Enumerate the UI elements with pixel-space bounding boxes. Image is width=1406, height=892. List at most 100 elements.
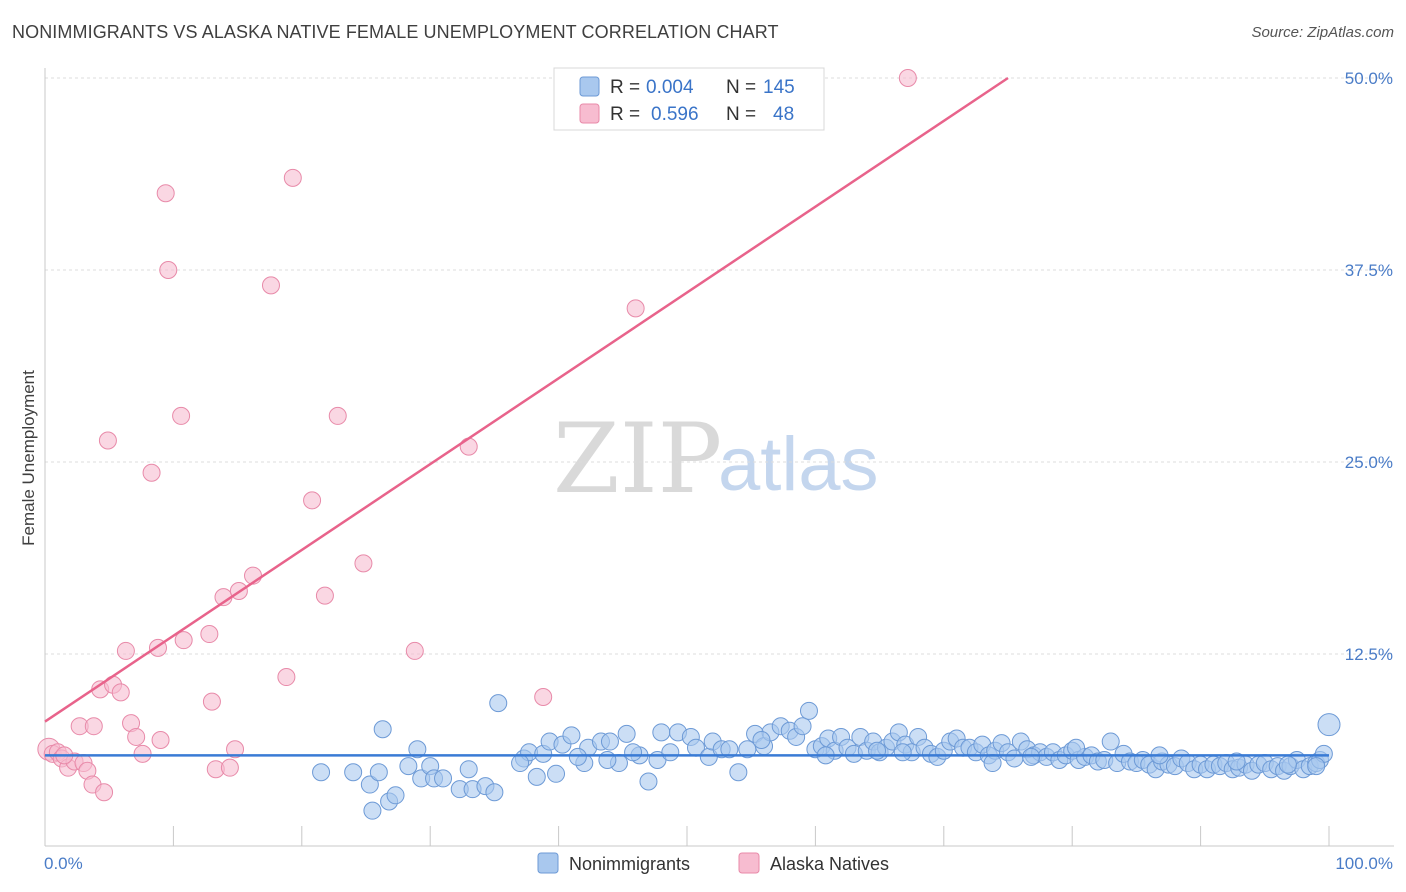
legend-n-label-1: N = xyxy=(726,77,756,98)
scatter-point xyxy=(626,299,645,318)
scatter-point xyxy=(386,786,405,805)
scatter-point xyxy=(489,694,508,713)
scatter-point xyxy=(408,740,427,759)
scatter-point xyxy=(1307,757,1326,776)
legend-r-label-1: R = xyxy=(610,77,640,98)
scatter-point xyxy=(312,763,331,782)
bottom-legend-swatch-alaska-natives xyxy=(738,852,760,874)
scatter-point xyxy=(261,276,280,295)
scatter-point xyxy=(133,744,152,763)
y-tick-label: 50.0% xyxy=(1345,69,1393,88)
scatter-point xyxy=(434,769,453,788)
scatter-point xyxy=(799,701,818,720)
y-tick-label: 25.0% xyxy=(1345,453,1393,472)
watermark-atlas: atlas xyxy=(718,422,879,507)
scatter-point xyxy=(720,740,739,759)
scatter-point xyxy=(95,783,114,802)
scatter-point xyxy=(752,731,771,750)
scatter-point xyxy=(116,641,135,660)
trend-line-alaska-natives xyxy=(44,76,1009,723)
scatter-point xyxy=(220,758,239,777)
scatter-point xyxy=(226,740,245,759)
scatter-point xyxy=(399,757,418,776)
scatter-point xyxy=(485,783,504,802)
bottom-legend-swatch-nonimmigrants xyxy=(537,852,559,874)
scatter-point xyxy=(1317,713,1341,737)
scatter-point xyxy=(1067,738,1086,757)
scatter-point xyxy=(303,491,322,510)
scatter-point xyxy=(1101,732,1120,751)
scatter-point xyxy=(898,69,917,87)
scatter-point xyxy=(459,760,478,779)
scatter-point xyxy=(598,750,617,769)
scatter-point xyxy=(868,741,887,760)
scatter-point xyxy=(568,747,587,766)
scatter-point xyxy=(354,554,373,573)
bottom-legend-label-alaska-natives: Alaska Natives xyxy=(770,854,889,874)
scatter-point xyxy=(202,692,221,711)
y-tick-label: 12.5% xyxy=(1345,645,1393,664)
legend-n-value-1: 145 xyxy=(763,77,795,98)
y-axis-tick-labels: 12.5% 25.0% 37.5% 50.0% xyxy=(1345,69,1393,664)
scatter-point xyxy=(315,586,334,605)
scatter-point xyxy=(534,688,553,707)
scatter-point xyxy=(983,754,1002,773)
scatter-point xyxy=(156,184,175,203)
scatter-point xyxy=(200,625,219,644)
bottom-legend-label-nonimmigrants: Nonimmigrants xyxy=(569,854,690,874)
scatter-point xyxy=(1022,747,1041,766)
legend-r-value-1: 0.004 xyxy=(646,77,694,98)
legend-swatch-nonimmigrants xyxy=(579,76,600,97)
scatter-point xyxy=(511,754,530,773)
chart-title: NONIMMIGRANTS VS ALASKA NATIVE FEMALE UN… xyxy=(12,22,779,42)
scatter-point xyxy=(793,717,812,736)
scatter-point xyxy=(893,743,912,762)
scatter-point xyxy=(624,743,643,762)
legend-swatch-alaska-natives xyxy=(579,103,600,124)
scatter-point xyxy=(151,731,170,750)
scatter-point xyxy=(344,763,363,782)
scatter-point xyxy=(1278,755,1297,774)
legend: R = 0.004 N = 145 R = 0.596 N = 48 xyxy=(553,67,825,131)
scatter-point xyxy=(84,717,103,736)
bottom-legend: Nonimmigrants Alaska Natives xyxy=(537,852,889,874)
series-alaska-natives xyxy=(37,69,917,802)
scatter-point xyxy=(1227,752,1246,771)
scatter-point xyxy=(277,668,296,687)
x-axis-ticks xyxy=(172,826,1330,846)
scatter-point xyxy=(527,767,546,786)
scatter-point xyxy=(369,763,388,782)
scatter-point xyxy=(174,631,193,650)
watermark: ZIP atlas xyxy=(553,403,879,515)
scatter-point xyxy=(600,732,619,751)
scatter-point xyxy=(459,437,478,456)
scatter-point xyxy=(363,801,382,820)
scatter-point xyxy=(98,431,117,450)
legend-n-value-2: 48 xyxy=(773,104,794,125)
source-label: Source: ZipAtlas.com xyxy=(1251,24,1394,41)
series-nonimmigrants xyxy=(312,694,1341,820)
legend-r-label-2: R = xyxy=(610,104,640,125)
scatter-point xyxy=(142,463,161,482)
x-axis-tick-labels: 0.0% 100.0% xyxy=(44,854,1393,873)
y-axis-label: Female Unemployment xyxy=(19,370,38,546)
scatter-point xyxy=(547,764,566,783)
scatter-point xyxy=(360,775,379,794)
scatter-point xyxy=(373,720,392,739)
scatter-point xyxy=(127,727,146,746)
scatter-point xyxy=(159,261,178,279)
trend-lines xyxy=(44,76,1329,757)
legend-n-label-2: N = xyxy=(726,104,756,125)
scatter-point xyxy=(617,724,636,743)
x-tick-label-max: 100.0% xyxy=(1335,854,1393,873)
legend-r-value-2: 0.596 xyxy=(651,104,699,125)
scatter-point xyxy=(661,743,680,762)
scatter-point xyxy=(562,726,581,745)
grid-lines xyxy=(45,77,1394,655)
scatter-point xyxy=(405,641,424,660)
watermark-zip: ZIP xyxy=(553,403,722,515)
scatter-point xyxy=(111,683,130,702)
scatter-point xyxy=(729,763,748,782)
scatter-point xyxy=(652,723,671,742)
